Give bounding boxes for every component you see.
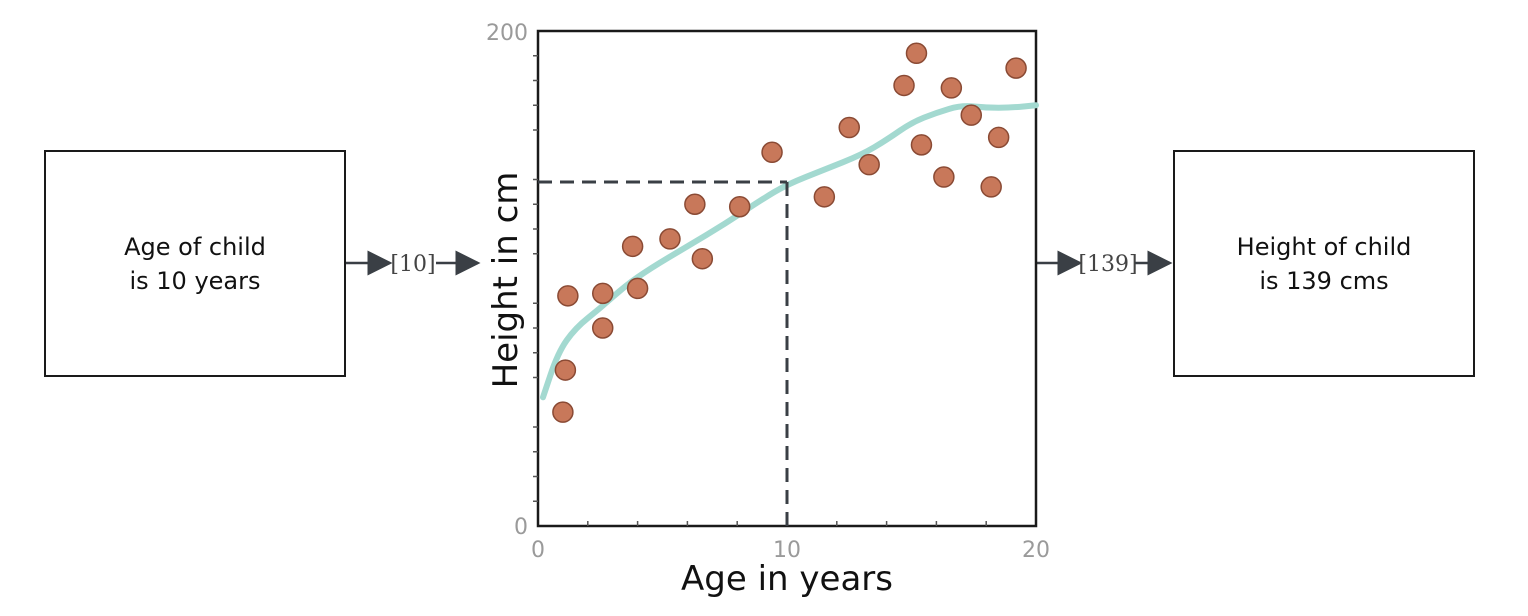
y-tick-label-0: 0 — [514, 515, 528, 540]
data-point-5 — [621, 235, 644, 258]
data-point-12 — [813, 186, 836, 208]
data-point-13 — [838, 116, 860, 139]
data-point-1 — [554, 359, 577, 381]
data-point-9 — [691, 247, 714, 270]
x-tick-label-0: 0 — [531, 538, 545, 563]
fit-curve — [539, 102, 1039, 401]
data-point-2 — [557, 285, 579, 307]
x-tick-label-20: 20 — [1022, 538, 1050, 563]
y-tick-label-200: 200 — [486, 21, 528, 46]
data-point-17 — [910, 134, 933, 156]
data-point-16 — [905, 42, 928, 65]
data-point-3 — [591, 282, 614, 305]
data-point-20 — [960, 104, 983, 126]
x-tick-label-10: 10 — [773, 538, 801, 563]
output-text-line2: is 139 cms — [1259, 266, 1389, 295]
x-axis-title: Age in years — [681, 559, 893, 599]
scatter-points — [552, 42, 1027, 423]
data-point-7 — [659, 228, 681, 250]
input-text-line2: is 10 years — [129, 266, 261, 295]
output-vector-label: [139] — [1078, 252, 1137, 277]
data-point-15 — [893, 74, 915, 97]
data-point-21 — [980, 176, 1002, 198]
y-axis-ticks — [533, 55, 538, 502]
data-point-19 — [940, 77, 963, 99]
data-point-8 — [684, 193, 706, 215]
output-box: Height of child is 139 cms — [1173, 150, 1475, 377]
data-point-6 — [626, 277, 649, 300]
data-point-23 — [1005, 57, 1027, 79]
input-vector-label: [10] — [390, 252, 435, 277]
data-point-11 — [761, 141, 783, 164]
input-box: Age of child is 10 years — [44, 150, 346, 377]
data-point-10 — [728, 195, 751, 218]
data-point-0 — [552, 401, 574, 423]
output-text-line1: Height of child — [1236, 232, 1412, 261]
data-point-18 — [933, 166, 955, 188]
data-point-14 — [858, 153, 880, 176]
data-point-22 — [987, 126, 1010, 149]
y-axis-title: Height in cm — [486, 172, 526, 389]
input-text-line1: Age of child — [124, 232, 266, 261]
data-point-4 — [591, 317, 614, 339]
